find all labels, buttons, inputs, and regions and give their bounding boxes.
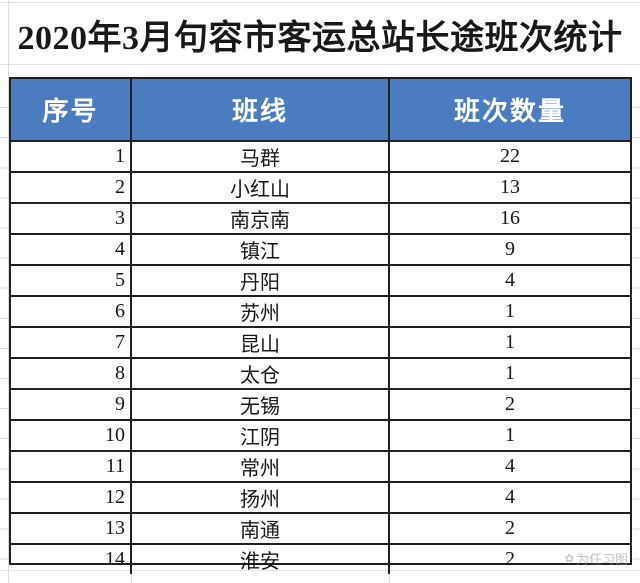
watermark-logo-icon: ✿ (564, 553, 574, 565)
table-row: 2 小红山 13 (11, 173, 630, 204)
cell-index: 11 (11, 452, 132, 481)
cell-route: 南京南 (132, 204, 390, 233)
cell-index: 14 (11, 545, 132, 574)
cell-route: 苏州 (132, 297, 390, 326)
cell-count: 4 (505, 486, 515, 508)
cell-index: 5 (11, 266, 132, 295)
table-row: 3 南京南 16 (11, 204, 630, 235)
cell-route: 镇江 (132, 235, 390, 264)
column-header-count: 班次数量 (390, 79, 630, 142)
cell-route: 江阴 (132, 421, 390, 450)
table-row: 11 常州 4 (11, 452, 630, 483)
table-row: 12 扬州 4 (11, 483, 630, 514)
cell-index: 6 (11, 297, 132, 326)
cell-index: 9 (11, 390, 132, 419)
gridline-top (0, 2, 640, 3)
cell-route: 淮安 (132, 545, 390, 574)
table-row: 13 南通 2 (11, 514, 630, 545)
column-header-index: 序号 (11, 79, 132, 142)
table-row: 1 马群 22 (11, 142, 630, 173)
gridline-title-bottom (0, 64, 640, 65)
cell-count: 1 (505, 300, 515, 322)
cell-route: 太仓 (132, 359, 390, 388)
table-row: 5 丹阳 4 (11, 266, 630, 297)
cell-count: 22 (500, 145, 520, 167)
page-title: 2020年3月句容市客运总站长途班次统计 (17, 19, 623, 57)
gridlines-right-sliver (633, 78, 640, 566)
cell-count: 1 (505, 424, 515, 446)
cell-index: 10 (11, 421, 132, 450)
cell-index: 12 (11, 483, 132, 512)
table-row: 10 江阴 1 (11, 421, 630, 452)
cell-route: 马群 (132, 142, 390, 171)
table-row: 4 镇江 9 (11, 235, 630, 266)
cell-count: 4 (505, 269, 515, 291)
cell-route: 南通 (132, 514, 390, 543)
watermark-text: 为任习图 (575, 552, 628, 567)
cell-route: 扬州 (132, 483, 390, 512)
gridline-bottom (0, 570, 640, 571)
cell-index: 3 (11, 204, 132, 233)
cell-count: 1 (505, 362, 515, 384)
gridlines-left-sliver (0, 78, 9, 566)
cell-index: 13 (11, 514, 132, 543)
gridline-bottom-col1 (131, 566, 132, 583)
cell-route: 丹阳 (132, 266, 390, 295)
cell-count: 16 (500, 207, 520, 229)
cell-route: 昆山 (132, 328, 390, 357)
table-header-row: 序号 班线 班次数量 (11, 79, 630, 142)
cell-route: 无锡 (132, 390, 390, 419)
cell-count: 9 (505, 238, 515, 260)
table-row: 6 苏州 1 (11, 297, 630, 328)
table-row: 8 太仓 1 (11, 359, 630, 390)
cell-route: 常州 (132, 452, 390, 481)
cell-count: 2 (505, 517, 515, 539)
cell-index: 8 (11, 359, 132, 388)
cell-index: 4 (11, 235, 132, 264)
cell-count: 2 (505, 393, 515, 415)
cell-index: 2 (11, 173, 132, 202)
table-row: 7 昆山 1 (11, 328, 630, 359)
cell-count: 2 (505, 548, 515, 570)
cell-count: 4 (505, 455, 515, 477)
table-row: 14 淮安 2 (11, 545, 630, 574)
cell-index: 1 (11, 142, 132, 171)
cell-count: 13 (500, 176, 520, 198)
cell-index: 7 (11, 328, 132, 357)
statistics-table: 序号 班线 班次数量 1 马群 22 2 小红山 13 3 南京南 16 4 镇… (9, 77, 632, 574)
table-body: 1 马群 22 2 小红山 13 3 南京南 16 4 镇江 9 5 丹阳 4 … (11, 142, 630, 574)
cell-route: 小红山 (132, 173, 390, 202)
gridline-bottom-col2 (389, 566, 390, 583)
table-row: 9 无锡 2 (11, 390, 630, 421)
cell-count: 1 (505, 331, 515, 353)
column-header-route: 班线 (132, 79, 390, 142)
watermark: ✿ 为任习图 (565, 549, 628, 568)
